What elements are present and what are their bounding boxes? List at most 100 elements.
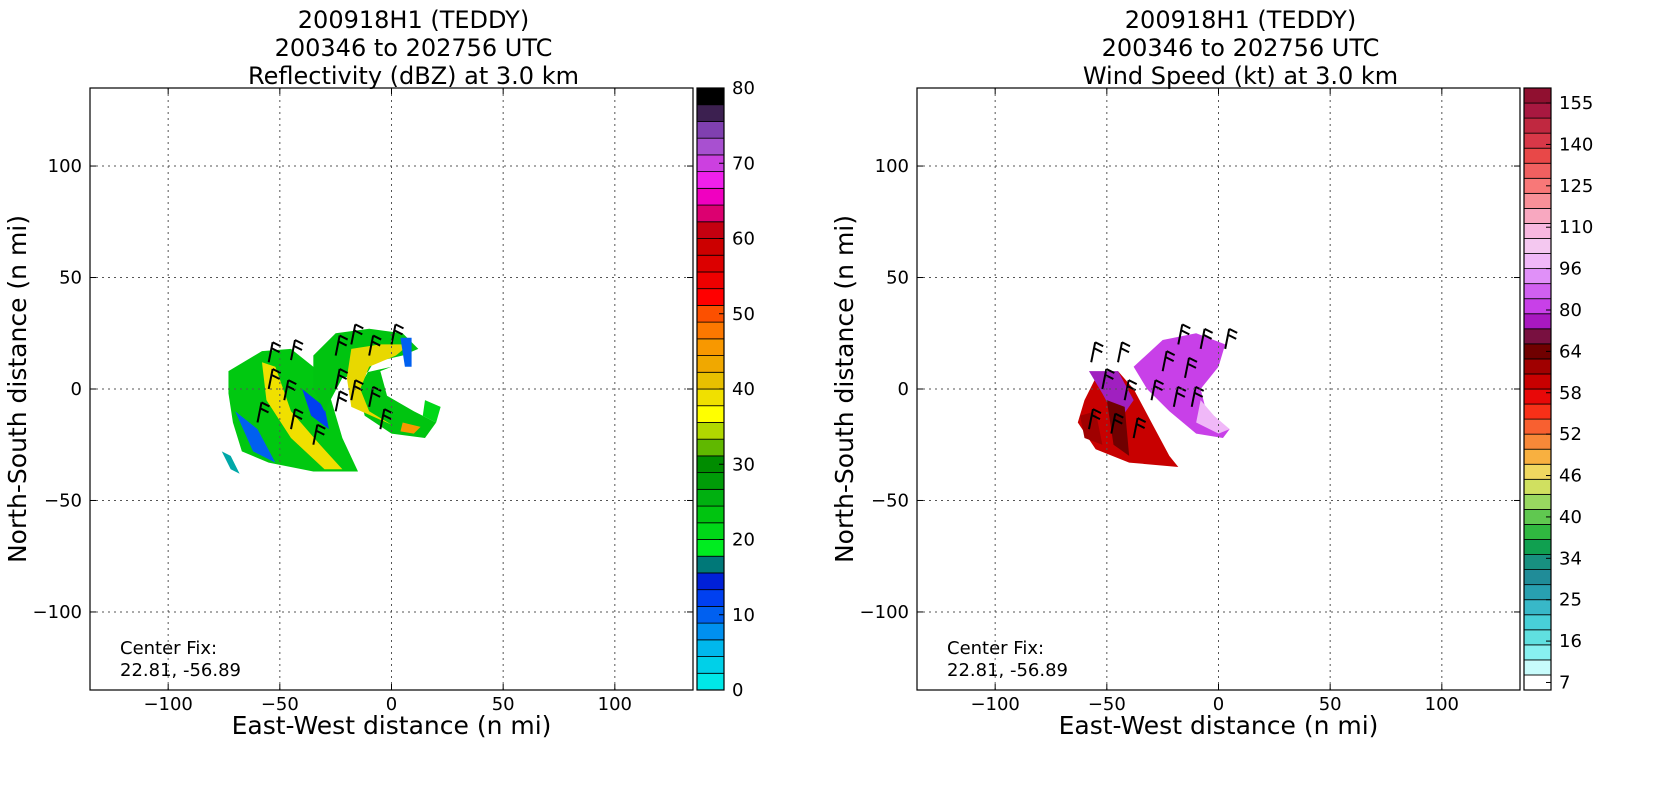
wind-barb [293,345,303,351]
wind-barbs [256,323,404,445]
colorbar-segment [1523,463,1552,480]
wind-barb [1123,379,1130,401]
wind-barb [1187,362,1197,369]
colorbar-segment [696,87,725,106]
colorbar-tick-label: 40 [1559,507,1582,528]
wind-barb [354,323,364,330]
echo-band [400,337,412,367]
wind-barb [1150,379,1157,401]
colorbar-segment [1523,433,1552,450]
wind-barb [1181,323,1191,330]
wind-barb [1199,328,1206,350]
wind-barb [371,340,381,347]
wind-barb [371,391,381,398]
wind-barb [1176,391,1186,398]
wind-barb [1155,379,1164,386]
colorbar-tick-label: 140 [1559,134,1593,155]
colorbar-tick-label: 58 [1559,383,1582,404]
wind-barb [1101,368,1108,390]
wind-barb [1117,342,1123,363]
wind-barb [338,340,348,347]
colorbar-segment [696,338,725,356]
title-line-2: 200346 to 202756 UTC [1101,34,1380,62]
y-axis-label: North-South distance (n mi) [830,215,859,563]
title-line-1: 200918H1 (TEDDY) [297,6,530,34]
echo-band [302,389,329,430]
colorbar-segment [696,187,725,206]
wind-barb [354,379,364,386]
wind-barb [1165,356,1175,363]
echo-band [346,344,410,425]
colorbar-tick-label: 60 [732,229,755,250]
wind-barb [1113,418,1123,425]
colorbar-segment [1523,132,1552,149]
wind-barb [1172,386,1179,408]
wind-barb [256,402,263,423]
wind-barb [368,386,375,408]
x-tick-label: −50 [261,694,299,715]
colorbar-segment [696,371,725,390]
y-tick-label: 100 [875,156,909,177]
colorbar-segment [696,639,725,657]
colorbar-segment [1523,102,1552,119]
wind-barb [1194,391,1204,398]
wind-barb [1184,357,1190,379]
y-tick-label: 50 [59,268,82,289]
wind-barb [287,379,297,386]
colorbar-segment [696,572,725,591]
y-tick-label: −50 [871,490,909,511]
wind-barb [382,414,392,421]
wind-barb [261,401,270,408]
colorbar-segment [696,204,725,223]
wind-barb [338,396,348,403]
colorbar-segment [696,672,725,691]
colorbar-segment [1523,373,1552,390]
colorbar-segment [696,137,725,156]
title-line-3: Wind Speed (kt) at 3.0 km [1082,62,1399,90]
wind-barb [1091,414,1101,421]
wind-barb [267,368,274,390]
wind-barb [1224,328,1231,350]
colorbar-tick-label: 64 [1559,341,1582,362]
wind-barb [350,324,357,345]
title-line-1: 200918H1 (TEDDY) [1124,6,1357,34]
wind-barb [1121,341,1131,348]
colorbar-tick-label: 96 [1559,259,1582,280]
wind-barb [1177,324,1184,345]
y-tick-label: 50 [886,268,909,289]
colorbar-segment [696,522,725,540]
colorbar-tick-label: 110 [1559,217,1593,238]
wind-barb [272,368,282,374]
colorbar-tick-label: 155 [1559,93,1593,114]
echo-field [221,328,441,474]
wind-barb [379,408,386,430]
wind-barb [260,407,269,414]
wind-barb [394,329,403,336]
y-tick-label: −100 [860,602,909,623]
colorbar-tick-label: 0 [732,680,743,701]
echo-band [1106,400,1130,456]
wind-barb [290,408,296,430]
colorbar-segment [696,238,725,256]
colorbar-segment [1523,388,1552,405]
wind-barb [1166,350,1176,357]
wind-barb [1090,342,1097,363]
x-tick-label: −100 [143,694,192,715]
echo-band [221,451,240,474]
wind-barb [339,368,349,374]
colorbar-segment [1523,268,1552,285]
colorbar-segment [696,438,725,457]
wind-barb [1136,423,1146,429]
echo-band [1196,400,1230,434]
colorbar-segment [696,321,725,340]
colorbar-segment [1523,192,1552,209]
gridlines [917,88,1520,690]
colorbar-segment [1523,238,1552,254]
wind-barb [1092,408,1102,415]
wind-barb [286,385,296,392]
colorbar-tick-label: 50 [732,304,755,325]
chart-title: 200918H1 (TEDDY) 200346 to 202756 UTC Re… [0,6,827,90]
colorbar: 0 10 20 30 40 50 60 70 80 [696,78,755,701]
y-tick-label: −50 [44,490,82,511]
colorbar-tick-label: 80 [1559,300,1582,321]
